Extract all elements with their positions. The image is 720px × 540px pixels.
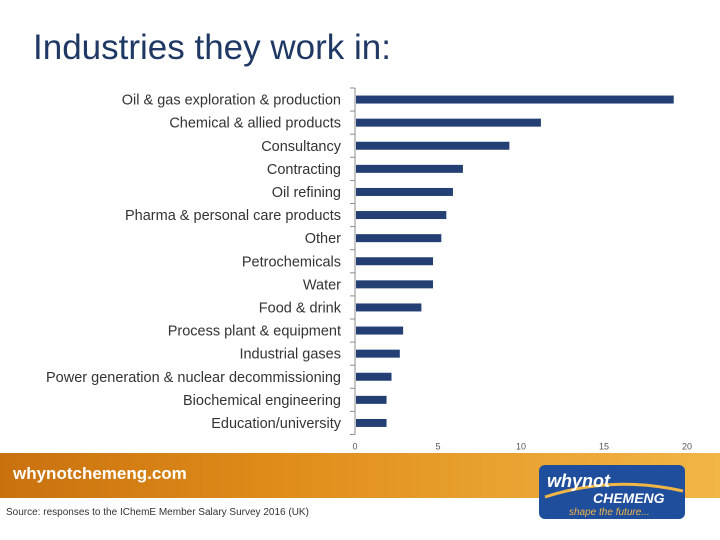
bar <box>356 95 674 104</box>
source-note: Source: responses to the IChemE Member S… <box>6 507 309 518</box>
category-label: Process plant & equipment <box>168 324 341 340</box>
x-tick-labels: 0 5 10 15 20 <box>352 442 692 452</box>
bar-chart: Oil & gas exploration & production Chemic… <box>46 87 692 452</box>
bar <box>356 234 442 243</box>
bar <box>356 211 447 220</box>
bar <box>356 326 404 335</box>
slide-title: Industries they work in: <box>33 28 391 67</box>
category-label: Water <box>303 277 341 293</box>
x-tick-label: 10 <box>516 442 526 452</box>
logo-tagline: shape the future... <box>569 507 650 518</box>
x-tick-label: 15 <box>599 442 609 452</box>
bar <box>356 303 422 312</box>
category-label: Power generation & nuclear decommissioni… <box>46 370 341 386</box>
category-label: Other <box>305 231 341 247</box>
bar <box>356 349 400 358</box>
x-tick-label: 20 <box>682 442 692 452</box>
logo-plate <box>539 465 685 519</box>
category-label: Contracting <box>267 162 341 178</box>
logo-wordmark: whynot <box>547 471 611 491</box>
category-label: Industrial gases <box>239 347 341 363</box>
bar <box>356 187 453 196</box>
category-label: Petrochemicals <box>242 254 341 270</box>
bar <box>356 164 463 173</box>
website-link[interactable]: whynotchemeng.com <box>13 464 187 483</box>
bar <box>356 118 541 127</box>
logo-chemeng: CHEMENG <box>593 490 665 506</box>
x-tick-label: 0 <box>352 442 357 452</box>
category-label: Pharma & personal care products <box>125 208 341 224</box>
bar <box>356 372 392 381</box>
bar <box>356 257 434 266</box>
category-axis-ticks <box>350 87 355 435</box>
category-label: Oil refining <box>272 185 341 201</box>
bar <box>356 280 434 289</box>
x-tick-label: 5 <box>435 442 440 452</box>
logo-swoosh <box>544 482 684 499</box>
category-labels: Oil & gas exploration & production Chemic… <box>46 93 342 432</box>
bar <box>356 418 387 427</box>
bars <box>356 95 674 427</box>
bar <box>356 141 510 150</box>
bar <box>356 395 387 404</box>
category-label: Consultancy <box>261 139 342 155</box>
category-label: Biochemical engineering <box>183 393 341 409</box>
category-label: Oil & gas exploration & production <box>122 93 341 109</box>
category-label: Education/university <box>211 416 342 432</box>
whynot-chemeng-logo: whynot CHEMENG shape the future... <box>539 465 685 519</box>
category-label: Chemical & allied products <box>169 116 341 132</box>
category-label: Food & drink <box>259 300 342 316</box>
